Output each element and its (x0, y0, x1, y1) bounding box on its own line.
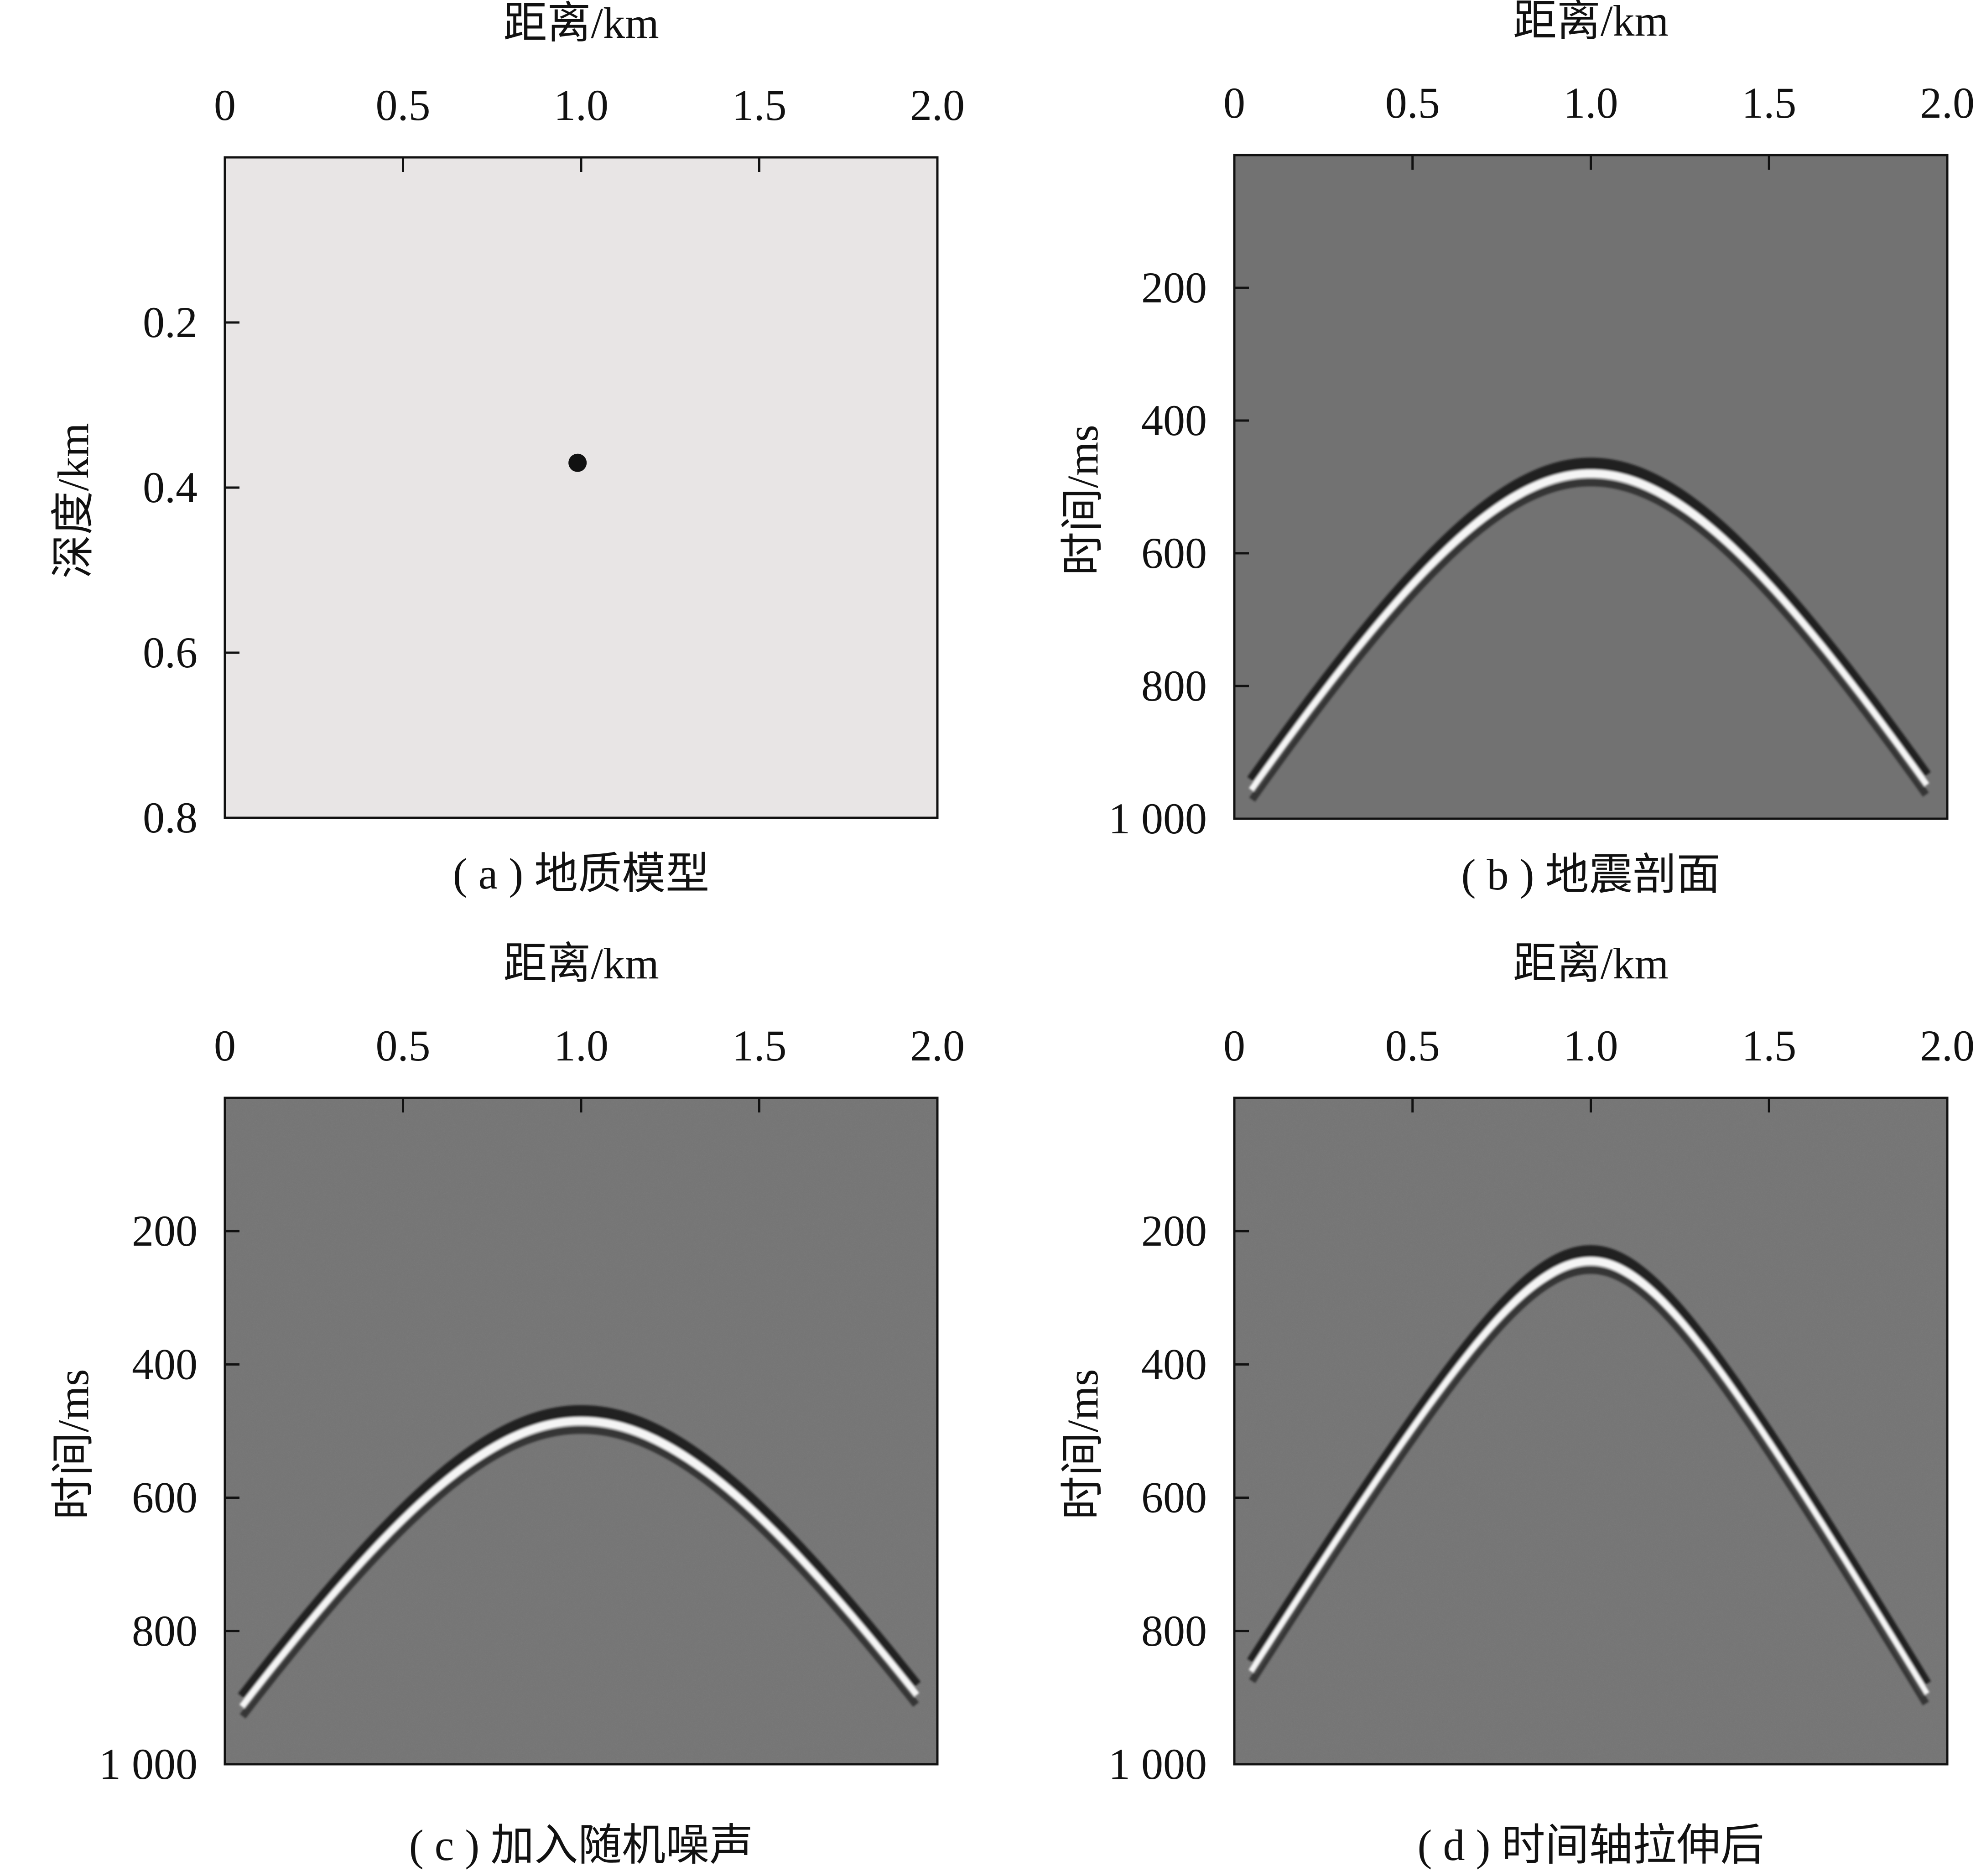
wavelet-peak (1248, 1257, 1929, 1697)
x-tick-label: 2.0 (910, 81, 965, 130)
x-tick-label: 1.0 (554, 81, 608, 130)
y-tick-label: 1 000 (1108, 794, 1207, 843)
y-tick-label: 400 (132, 1340, 198, 1388)
y-tick-label: 600 (1141, 1473, 1207, 1522)
panel-caption: ( b ) 地震剖面 (1461, 850, 1721, 899)
panel-c: 0 0.5 1.0 1.5 2.0 200 400 600 800 1 000 距离/km 时间/ms… (49, 939, 965, 1870)
panel-caption: ( d ) 时间轴拉伸后 (1418, 1821, 1764, 1870)
y-tick-label: 800 (1141, 1606, 1207, 1655)
y-tick-label: 0.6 (143, 628, 198, 677)
y-tick-label: 1 000 (99, 1740, 198, 1788)
wavelet-peak (239, 1417, 920, 1710)
point-scatterer (568, 453, 587, 472)
panel-b: 0 0.5 1.0 1.5 2.0 200 400 600 800 1 000 距离/km 时间/ms… (1058, 0, 1975, 899)
y-tick-label: 800 (132, 1606, 198, 1655)
wavelet-event (1247, 1245, 1931, 1706)
x-tick-label: 0.5 (376, 1021, 431, 1070)
panel-d: 0 0.5 1.0 1.5 2.0 200 400 600 800 1 000 距离/km 时间/ms… (1058, 939, 1975, 1870)
wavelet-trough (1247, 457, 1931, 784)
panel-caption: ( c ) 加入随机噪声 (409, 1821, 754, 1870)
y-axis-label: 时间/ms (1058, 1369, 1107, 1520)
y-tick-label: 200 (1141, 1206, 1207, 1255)
y-tick-label: 600 (132, 1473, 198, 1522)
wavelet-side-lobe (1249, 1266, 1929, 1706)
wavelet-trough (1247, 1245, 1931, 1688)
noise-texture (1234, 1098, 1947, 1764)
y-tick-label: 200 (132, 1206, 198, 1255)
wavelet-peak (1248, 469, 1929, 793)
panel-a: 0 0.5 1.0 1.5 2.0 0.2 0.4 0.6 0.8 距离/km 深度/km ( a )… (49, 0, 965, 898)
x-axis-label: 距离/km (503, 0, 659, 47)
y-tick-label: 400 (1141, 1340, 1207, 1388)
y-axis-label: 时间/ms (1058, 425, 1107, 576)
x-tick-label: 1.5 (1742, 78, 1796, 127)
y-tick-label: 800 (1141, 661, 1207, 710)
plot-background (1234, 155, 1947, 819)
x-tick-label: 2.0 (1920, 1021, 1975, 1070)
x-axis-label: 距离/km (1513, 0, 1669, 45)
x-tick-label: 1.0 (1564, 78, 1618, 127)
x-tick-label: 0 (1223, 78, 1245, 127)
x-tick-label: 0 (214, 81, 236, 130)
y-tick-label: 0.2 (143, 298, 198, 347)
x-tick-label: 1.0 (1564, 1021, 1618, 1070)
y-tick-label: 0.4 (143, 463, 198, 512)
x-tick-label: 0.5 (1385, 1021, 1440, 1070)
x-tick-label: 1.5 (732, 81, 787, 130)
y-tick-label: 400 (1141, 396, 1207, 445)
x-tick-label: 2.0 (910, 1021, 965, 1070)
wavelet-side-lobe (239, 1426, 919, 1719)
plot-background (225, 157, 937, 818)
x-tick-label: 1.5 (732, 1021, 787, 1070)
x-axis-label: 距离/km (503, 939, 659, 988)
x-tick-label: 1.0 (554, 1021, 608, 1070)
x-tick-label: 0.5 (1385, 78, 1440, 127)
y-tick-label: 1 000 (1108, 1740, 1207, 1788)
x-tick-label: 1.5 (1742, 1021, 1796, 1070)
x-tick-label: 0 (214, 1021, 236, 1070)
y-tick-label: 600 (1141, 529, 1207, 577)
wavelet-trough (238, 1405, 921, 1701)
panel-caption: ( a ) 地质模型 (453, 849, 710, 898)
x-tick-label: 0.5 (376, 81, 431, 130)
wavelet-side-lobe (1249, 479, 1929, 802)
y-axis-label: 时间/ms (49, 1369, 98, 1520)
wavelet-event (1247, 457, 1931, 802)
x-axis-label: 距离/km (1513, 939, 1669, 988)
wavelet-event (238, 1405, 921, 1719)
y-tick-label: 0.8 (143, 793, 198, 842)
panels-layer: 0 0.5 1.0 1.5 2.0 0.2 0.4 0.6 0.8 距离/km 深度/km ( a )… (49, 0, 1975, 1870)
x-tick-label: 2.0 (1920, 78, 1975, 127)
y-axis-label: 深度/km (49, 423, 98, 578)
x-tick-label: 0 (1223, 1021, 1245, 1070)
y-tick-label: 200 (1141, 263, 1207, 312)
